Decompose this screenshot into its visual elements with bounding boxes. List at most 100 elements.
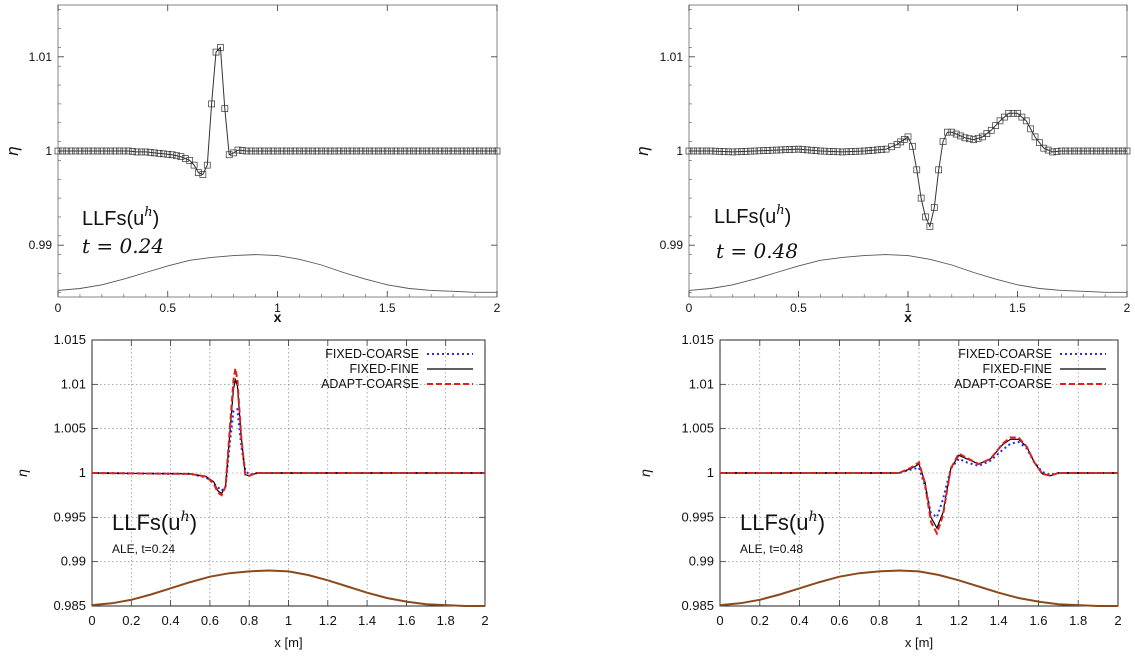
data-point-marker <box>489 147 496 155</box>
y-tick-label: 0.995 <box>53 509 86 524</box>
time-label: t = 0.48 <box>716 239 798 263</box>
data-point-marker <box>716 148 724 155</box>
data-point-marker <box>335 147 343 155</box>
data-point-marker <box>768 146 776 154</box>
data-point-marker <box>282 147 290 155</box>
time-label: ALE, t=0.24 <box>112 542 175 556</box>
y-tick-label: 1 <box>707 465 714 480</box>
data-point-marker <box>1106 147 1113 155</box>
data-point-marker <box>838 148 846 156</box>
data-point-marker <box>155 150 163 157</box>
data-point-marker <box>344 147 352 155</box>
data-point-marker <box>1088 147 1096 155</box>
data-point-marker <box>707 147 715 155</box>
data-point-marker <box>893 141 901 148</box>
x-tick-label: 0.2 <box>122 613 140 628</box>
bottom-profile-line <box>57 254 497 293</box>
legend-label: FIXED-FINE <box>350 362 419 376</box>
data-point-marker <box>799 146 807 153</box>
y-tick-label: 1.01 <box>61 376 86 391</box>
data-point-marker <box>67 147 75 155</box>
data-point-marker <box>1053 148 1061 155</box>
data-point-marker <box>1079 147 1087 155</box>
data-point-marker <box>882 145 890 153</box>
data-point-marker <box>751 147 759 155</box>
y-tick-label: 1.01 <box>689 376 714 391</box>
data-point-marker <box>1071 147 1078 155</box>
x-axis-label: x <box>904 309 912 325</box>
x-axis-label: x [m] <box>274 635 302 650</box>
y-tick-label: 1.005 <box>681 421 714 436</box>
data-point-marker <box>1014 109 1021 117</box>
time-label: ALE, t=0.48 <box>740 542 803 556</box>
x-tick-label: 0.6 <box>201 613 219 628</box>
data-point-marker <box>353 147 360 155</box>
data-point-marker <box>1031 133 1039 141</box>
data-point-marker <box>164 150 172 158</box>
data-point-marker <box>177 153 185 161</box>
x-tick-label: 0.4 <box>791 613 809 628</box>
x-tick-label: 0.5 <box>159 301 176 315</box>
scheme-annotation: LLFs(uh) <box>82 205 159 230</box>
data-point-marker <box>1005 109 1013 117</box>
data-point-marker <box>865 147 872 154</box>
data-point-marker <box>80 147 88 155</box>
scheme-annotation: LLFs(uh) <box>740 509 825 535</box>
data-point-marker <box>917 194 925 202</box>
data-point-marker <box>195 169 202 177</box>
data-point-marker <box>782 146 789 154</box>
x-axis-label: x [m] <box>905 635 933 650</box>
data-point-marker <box>1009 109 1017 117</box>
data-point-marker <box>952 130 960 138</box>
data-point-marker <box>992 122 999 129</box>
data-point-marker <box>221 105 229 112</box>
chart-panel-top-left: 0 0.5 1 1.5 2 0.99 1 1.01 η x LLFs(uh) t = 0.24 <box>3 4 501 325</box>
bottom-profile-line <box>688 254 1127 293</box>
y-tick-label: 0.99 <box>29 238 53 252</box>
x-tick-label: 1 <box>285 613 292 628</box>
data-point-marker <box>965 135 973 143</box>
data-point-marker <box>755 147 763 155</box>
data-point-marker <box>733 148 741 156</box>
data-point-marker <box>432 147 439 155</box>
data-point-marker <box>296 147 303 155</box>
data-point-marker <box>440 147 448 155</box>
data-point-marker <box>900 136 908 143</box>
data-point-marker <box>897 138 905 146</box>
data-point-marker <box>217 44 224 51</box>
data-point-marker <box>1044 146 1052 154</box>
data-point-marker <box>913 166 921 174</box>
data-point-marker <box>825 148 833 155</box>
data-point-marker <box>98 147 106 155</box>
data-point-marker <box>304 147 312 155</box>
scheme-annotation-text: LLFs(u <box>714 206 776 228</box>
data-point-marker <box>142 148 150 156</box>
y-tick-label: 0.99 <box>660 238 684 252</box>
data-point-marker <box>331 147 338 155</box>
data-point-marker <box>1040 144 1048 152</box>
data-point-marker <box>375 147 382 155</box>
data-point-marker <box>151 149 158 157</box>
data-point-marker <box>59 147 66 155</box>
data-point-marker <box>786 146 794 153</box>
scheme-annotation: LLFs(uh) <box>714 203 791 228</box>
data-point-marker <box>168 151 176 159</box>
legend-label: FIXED-COARSE <box>325 347 419 361</box>
data-point-marker <box>458 147 466 155</box>
data-point-marker <box>392 147 400 155</box>
data-point-marker <box>690 147 697 155</box>
data-point-marker <box>817 147 824 155</box>
data-point-marker <box>1097 147 1105 155</box>
data-point-marker <box>725 148 732 156</box>
data-point-marker <box>199 171 207 178</box>
data-point-marker <box>313 147 321 155</box>
data-point-marker <box>860 147 868 155</box>
x-tick-label: 2 <box>494 301 501 315</box>
y-axis-label: η <box>637 469 653 477</box>
data-point-marker <box>278 147 286 155</box>
x-tick-label: 1 <box>274 301 281 315</box>
x-tick-label: 0.5 <box>790 301 807 315</box>
series-line-fixed-coarse <box>91 407 485 493</box>
data-point-marker <box>970 136 978 144</box>
data-point-marker <box>1057 147 1065 155</box>
